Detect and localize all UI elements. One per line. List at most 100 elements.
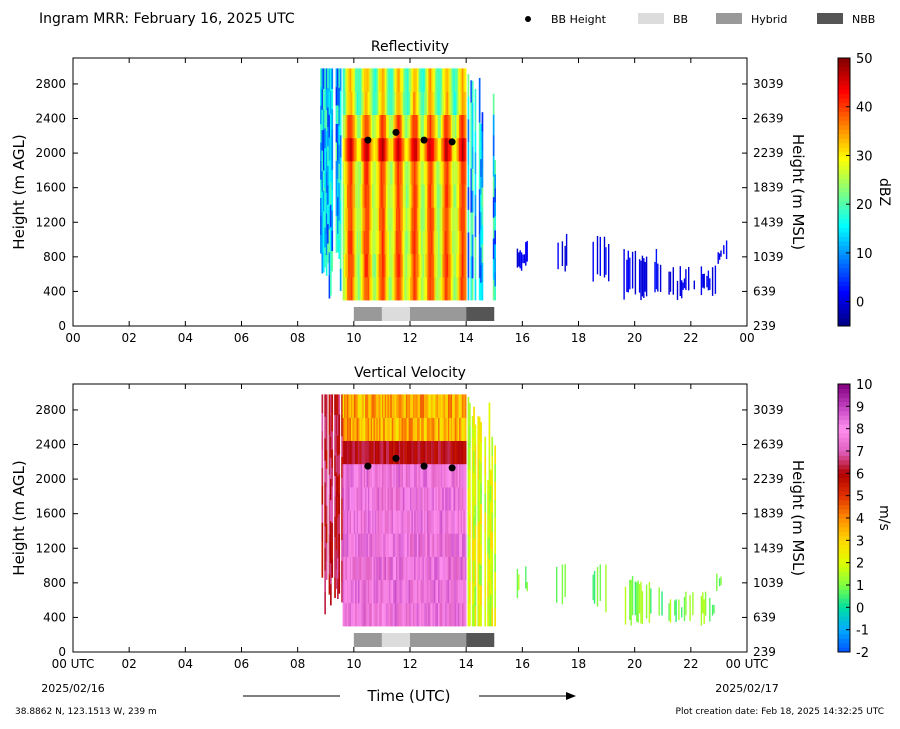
y2-tick-label: 2239 <box>753 146 784 160</box>
heat-cell <box>374 161 377 185</box>
heat-cell <box>394 394 397 418</box>
heat-cell <box>435 533 437 557</box>
heat-cell <box>344 137 346 162</box>
heat-cell <box>379 253 381 278</box>
heat-cell <box>419 487 422 511</box>
heat-cell <box>596 566 599 607</box>
heat-cell <box>463 602 466 627</box>
heat-cell <box>369 91 371 115</box>
heat-cell <box>462 487 464 511</box>
heat-cell <box>438 184 440 208</box>
heat-cell <box>376 487 378 511</box>
heat-cell <box>376 602 378 627</box>
heat-cell <box>464 68 467 92</box>
heat-cell <box>321 412 324 432</box>
heat-cell <box>342 487 345 511</box>
heat-cell <box>449 91 451 115</box>
heat-cell <box>471 500 474 522</box>
heat-cell <box>405 533 408 557</box>
heat-cell <box>445 463 447 488</box>
heat-cell <box>391 184 394 208</box>
colorbar-step <box>838 183 850 188</box>
heat-cell <box>480 158 482 177</box>
heat-cell <box>463 417 466 441</box>
heat-cell <box>421 602 423 627</box>
heat-cell <box>432 91 435 115</box>
heat-cell <box>404 68 407 92</box>
heat-cell <box>358 276 360 301</box>
heat-cell <box>374 556 377 581</box>
heat-cell <box>388 161 391 185</box>
heat-cell <box>325 68 328 90</box>
heat-cell <box>353 253 356 278</box>
heat-cell <box>481 224 484 244</box>
heat-cell <box>396 137 398 162</box>
heat-cell <box>325 505 328 525</box>
heat-cell <box>432 137 435 162</box>
heat-cell <box>372 394 374 418</box>
heat-cell <box>407 533 409 557</box>
heat-cell <box>452 230 454 255</box>
bb-height-dot <box>448 138 456 146</box>
heat-cell <box>390 602 392 627</box>
y-tick-label: 800 <box>43 250 66 264</box>
heat-cell <box>407 253 409 278</box>
heat-cell <box>490 547 492 564</box>
bb-type-segment <box>353 633 382 647</box>
heat-cell <box>349 579 352 604</box>
x-tick-label: 06 <box>234 331 249 345</box>
heat-cell <box>720 250 722 257</box>
colorbar-step <box>838 607 850 613</box>
heat-cell <box>425 579 428 604</box>
heat-cell <box>429 440 432 465</box>
heat-cell <box>404 230 407 255</box>
heat-cell <box>331 108 334 130</box>
heat-cell <box>446 114 449 139</box>
heat-cell <box>467 557 470 581</box>
heat-cell <box>376 184 378 208</box>
colorbar-step <box>838 509 850 514</box>
heat-cell <box>338 434 341 455</box>
heat-cell <box>393 556 395 581</box>
heat-cell <box>431 417 433 441</box>
heat-cell <box>442 440 444 465</box>
heat-cell <box>462 137 464 162</box>
heat-cell <box>325 394 328 414</box>
heat-cell <box>463 533 466 557</box>
heat-cell <box>410 114 412 139</box>
heat-cell <box>487 611 489 627</box>
heat-cell <box>374 137 377 162</box>
heat-cell <box>488 514 491 537</box>
heat-cell <box>419 230 422 255</box>
heat-cell <box>459 394 461 418</box>
heat-cell <box>324 394 326 417</box>
heat-cell <box>400 440 402 465</box>
heat-cell <box>339 90 342 114</box>
heat-cell <box>351 161 353 185</box>
heat-cell <box>525 242 527 266</box>
heat-cell <box>367 579 370 604</box>
heat-cell <box>471 542 474 564</box>
heat-cell <box>428 487 430 511</box>
heat-cell <box>484 474 487 494</box>
heat-cell <box>456 440 458 465</box>
heat-cell <box>469 514 471 538</box>
heat-cell <box>433 91 436 115</box>
heat-cell <box>380 276 383 301</box>
heat-cell <box>412 394 415 418</box>
heat-cell <box>433 276 436 301</box>
heat-cell <box>335 433 338 453</box>
heat-cell <box>381 207 384 231</box>
heat-cell <box>442 137 444 162</box>
heat-cell <box>365 230 367 255</box>
heat-cell <box>464 440 467 465</box>
heat-cell <box>490 469 492 486</box>
heat-cell <box>460 533 463 557</box>
heat-cell <box>453 417 456 441</box>
heat-cell <box>459 161 461 185</box>
heat-cell <box>387 207 390 231</box>
heat-cell <box>397 579 400 604</box>
heat-cell <box>519 250 521 269</box>
heat-cell <box>669 599 672 623</box>
heat-cell <box>397 114 400 139</box>
